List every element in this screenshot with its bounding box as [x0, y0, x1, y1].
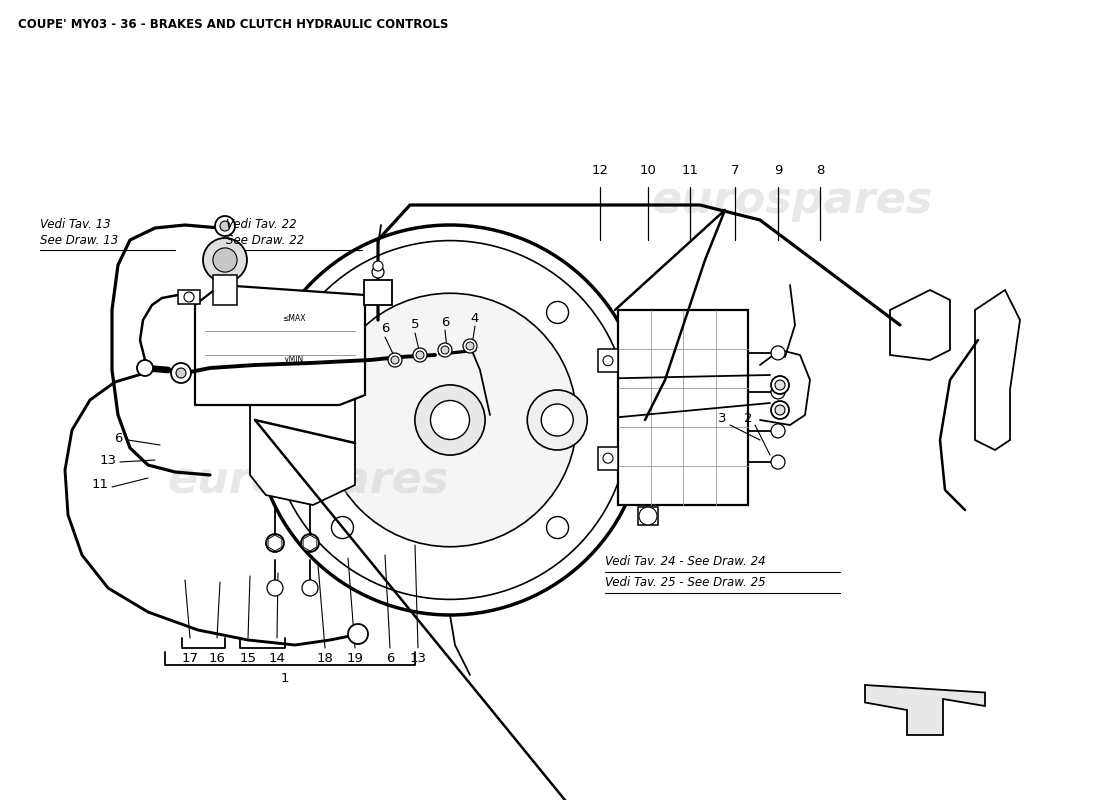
Text: 13: 13 [409, 651, 427, 665]
Circle shape [412, 348, 427, 362]
Text: eurospares: eurospares [167, 458, 449, 502]
Circle shape [331, 517, 353, 538]
Polygon shape [975, 290, 1020, 450]
Text: COUPE' MY03 - 36 - BRAKES AND CLUTCH HYDRAULIC CONTROLS: COUPE' MY03 - 36 - BRAKES AND CLUTCH HYD… [18, 18, 449, 31]
Circle shape [204, 238, 248, 282]
Circle shape [388, 353, 401, 367]
Circle shape [776, 380, 785, 390]
Text: 9: 9 [773, 164, 782, 177]
Circle shape [771, 376, 789, 394]
Polygon shape [304, 535, 317, 551]
Circle shape [416, 351, 424, 359]
Circle shape [771, 424, 785, 438]
Text: 12: 12 [592, 164, 608, 177]
Text: 17: 17 [182, 651, 198, 665]
Circle shape [438, 343, 452, 357]
Bar [364, 280, 392, 305]
Circle shape [267, 580, 283, 596]
Circle shape [603, 356, 613, 366]
Text: 6: 6 [441, 315, 449, 329]
Circle shape [415, 385, 485, 455]
Circle shape [390, 356, 399, 364]
Text: 8: 8 [816, 164, 824, 177]
Text: 2: 2 [744, 411, 752, 425]
Circle shape [776, 405, 785, 415]
Circle shape [466, 342, 474, 350]
Text: ∨MIN: ∨MIN [284, 355, 304, 364]
Circle shape [603, 453, 613, 463]
Circle shape [771, 346, 785, 360]
Circle shape [771, 401, 789, 419]
Circle shape [138, 360, 153, 376]
Circle shape [302, 580, 318, 596]
Bar [598, 446, 618, 470]
Circle shape [170, 363, 191, 383]
Circle shape [266, 534, 284, 552]
Circle shape [547, 302, 569, 323]
Circle shape [184, 292, 194, 302]
Bar [598, 349, 618, 372]
Circle shape [220, 221, 230, 231]
Circle shape [214, 216, 235, 236]
Text: 14: 14 [268, 651, 285, 665]
Circle shape [271, 241, 629, 599]
Circle shape [255, 225, 645, 615]
Circle shape [541, 404, 573, 436]
Circle shape [639, 507, 657, 525]
Text: ≤MAX: ≤MAX [282, 314, 306, 323]
Text: 3: 3 [717, 411, 726, 425]
Text: 7: 7 [730, 164, 739, 177]
Text: Vedi Tav. 24 - See Draw. 24: Vedi Tav. 24 - See Draw. 24 [605, 555, 766, 568]
Text: 6: 6 [386, 651, 394, 665]
Circle shape [430, 401, 470, 439]
Circle shape [644, 511, 653, 521]
Circle shape [323, 294, 576, 546]
Text: 11: 11 [91, 478, 109, 491]
Circle shape [213, 248, 238, 272]
Bar [618, 310, 748, 505]
Bar [178, 290, 200, 304]
Polygon shape [268, 535, 282, 551]
Text: 10: 10 [639, 164, 657, 177]
Text: eurospares: eurospares [651, 178, 933, 222]
Text: 1: 1 [280, 671, 289, 685]
Text: Vedi Tav. 13: Vedi Tav. 13 [40, 218, 111, 231]
Text: See Draw. 13: See Draw. 13 [40, 234, 119, 247]
Text: 15: 15 [240, 651, 256, 665]
Polygon shape [250, 400, 355, 505]
Circle shape [771, 455, 785, 469]
Bar [638, 507, 658, 525]
Polygon shape [865, 685, 984, 735]
Text: 4: 4 [471, 311, 480, 325]
Circle shape [301, 534, 319, 552]
Text: 5: 5 [410, 318, 419, 331]
Text: See Draw. 22: See Draw. 22 [226, 234, 305, 247]
Circle shape [372, 266, 384, 278]
Text: 19: 19 [346, 651, 363, 665]
Circle shape [331, 302, 353, 323]
Text: Vedi Tav. 22: Vedi Tav. 22 [226, 218, 297, 231]
Text: Vedi Tav. 25 - See Draw. 25: Vedi Tav. 25 - See Draw. 25 [605, 576, 766, 589]
Text: 6: 6 [113, 431, 122, 445]
Circle shape [176, 368, 186, 378]
Text: 18: 18 [317, 651, 333, 665]
Circle shape [527, 390, 587, 450]
Text: 13: 13 [99, 454, 117, 466]
Bar [213, 275, 236, 305]
Circle shape [771, 385, 785, 399]
Text: 16: 16 [209, 651, 226, 665]
Polygon shape [195, 285, 365, 405]
Circle shape [441, 346, 449, 354]
Circle shape [547, 517, 569, 538]
Text: 6: 6 [381, 322, 389, 334]
Circle shape [348, 624, 369, 644]
Polygon shape [890, 290, 950, 360]
Circle shape [463, 339, 477, 353]
Text: 11: 11 [682, 164, 698, 177]
Circle shape [373, 261, 383, 271]
